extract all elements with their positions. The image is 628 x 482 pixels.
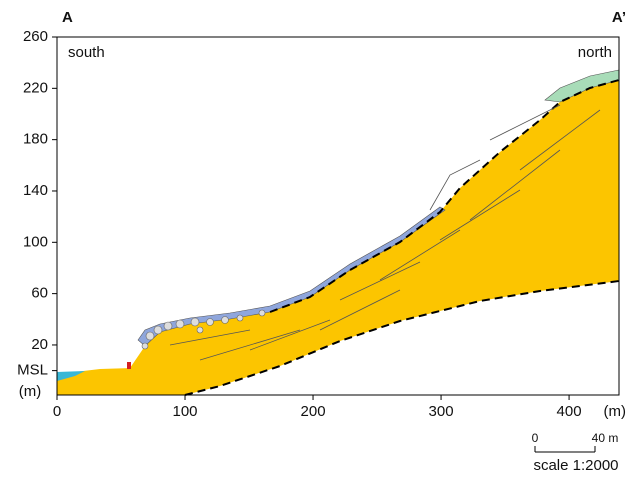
geology bbox=[57, 69, 620, 396]
scale-ratio: scale 1:2000 bbox=[533, 457, 618, 474]
section-end: A’ bbox=[612, 9, 626, 26]
x-tick-label: 400 bbox=[557, 403, 582, 420]
direction: north bbox=[578, 44, 612, 61]
y-tick-label: 140 bbox=[23, 182, 48, 199]
y-tick-label: 220 bbox=[23, 79, 48, 96]
fractures bbox=[169, 104, 601, 361]
y-tick-label: MSL bbox=[17, 362, 48, 379]
y-tick-label: 100 bbox=[23, 233, 48, 250]
boulders bbox=[141, 309, 266, 350]
scale-label: 40 m bbox=[592, 431, 619, 445]
water bbox=[57, 371, 85, 381]
x-tick-label: 200 bbox=[301, 403, 326, 420]
structure bbox=[127, 362, 131, 369]
y-axis-label: (m) bbox=[19, 383, 42, 400]
y-tick-label: 20 bbox=[31, 336, 48, 353]
scale-label: 0 bbox=[532, 431, 539, 445]
section-end: A bbox=[62, 9, 73, 26]
y-tick-label: 260 bbox=[23, 28, 48, 45]
x-tick-label: 300 bbox=[429, 403, 454, 420]
axes: MSL 20 60 100 140 180 220 260 0 100 200 300 400 bbox=[17, 28, 581, 420]
x-tick-label: 0 bbox=[53, 403, 61, 420]
y-tick-label: 60 bbox=[31, 285, 48, 302]
bedrock bbox=[57, 80, 619, 395]
direction: south bbox=[68, 44, 105, 61]
x-axis-label: (m) bbox=[604, 403, 627, 420]
slip-surface bbox=[184, 280, 620, 396]
y-tick-label: 180 bbox=[23, 131, 48, 148]
x-tick-label: 100 bbox=[173, 403, 198, 420]
plot-frame bbox=[56, 36, 620, 396]
